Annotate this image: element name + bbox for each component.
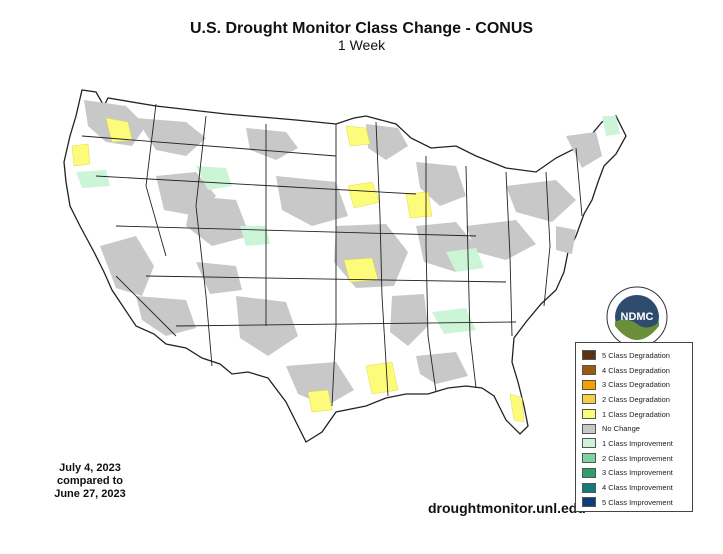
- legend-label: 4 Class Improvement: [602, 483, 673, 493]
- legend-item: 5 Class Improvement: [582, 495, 692, 510]
- degradation-areas: [71, 117, 525, 423]
- legend-swatch: [582, 467, 596, 478]
- map-title: U.S. Drought Monitor Class Change - CONU…: [189, 20, 534, 37]
- legend-item: 4 Class Degradation: [582, 363, 692, 378]
- date-previous: June 27, 2023: [54, 488, 126, 500]
- legend-label: 5 Class Degradation: [602, 350, 670, 360]
- website-url[interactable]: droughtmonitor.unl.edu: [428, 500, 586, 516]
- legend-swatch: [582, 423, 596, 434]
- legend-item: 3 Class Degradation: [582, 377, 692, 392]
- legend-swatch: [582, 438, 596, 449]
- date-compared-to: compared to: [56, 475, 123, 487]
- legend-label: 3 Class Improvement: [602, 468, 673, 478]
- state-borders: [81, 103, 583, 407]
- legend-label: 2 Class Degradation: [602, 394, 670, 404]
- legend-item: No Change: [582, 421, 692, 436]
- legend-item: 4 Class Improvement: [582, 480, 692, 495]
- legend-item: 5 Class Degradation: [582, 348, 692, 363]
- date-block: July 4, 2023 compared to June 27, 2023: [40, 462, 140, 501]
- improvement-areas: [76, 116, 620, 334]
- legend-swatch: [582, 453, 596, 464]
- legend-label: 2 Class Improvement: [602, 453, 673, 463]
- legend-item: 1 Class Degradation: [582, 407, 692, 422]
- conus-map-svg: [63, 89, 627, 443]
- ndmc-logo: NDMC: [606, 286, 668, 348]
- legend-item: 1 Class Improvement: [582, 436, 692, 451]
- legend-swatch: [582, 394, 596, 405]
- legend-swatch: [582, 379, 596, 390]
- legend-label: No Change: [602, 424, 640, 434]
- map-subtitle: 1 Week: [337, 37, 386, 53]
- conus-map: [36, 76, 648, 478]
- date-current: July 4, 2023: [59, 462, 121, 474]
- legend-label: 1 Class Improvement: [602, 438, 673, 448]
- legend-item: 2 Class Degradation: [582, 392, 692, 407]
- legend-swatch: [582, 365, 596, 376]
- legend: 5 Class Degradation 4 Class Degradation 3 …: [575, 342, 693, 512]
- legend-item: 2 Class Improvement: [582, 451, 692, 466]
- legend-label: 4 Class Degradation: [602, 365, 670, 375]
- legend-item: 3 Class Improvement: [582, 466, 692, 481]
- no-change-areas: [84, 100, 602, 406]
- ndmc-logo-text: NDMC: [621, 311, 654, 323]
- legend-label: 5 Class Improvement: [602, 497, 673, 507]
- legend-swatch: [582, 409, 596, 420]
- legend-label: 1 Class Degradation: [602, 409, 670, 419]
- legend-swatch: [582, 497, 596, 508]
- legend-swatch: [582, 350, 596, 361]
- legend-label: 3 Class Degradation: [602, 380, 670, 390]
- legend-swatch: [582, 482, 596, 493]
